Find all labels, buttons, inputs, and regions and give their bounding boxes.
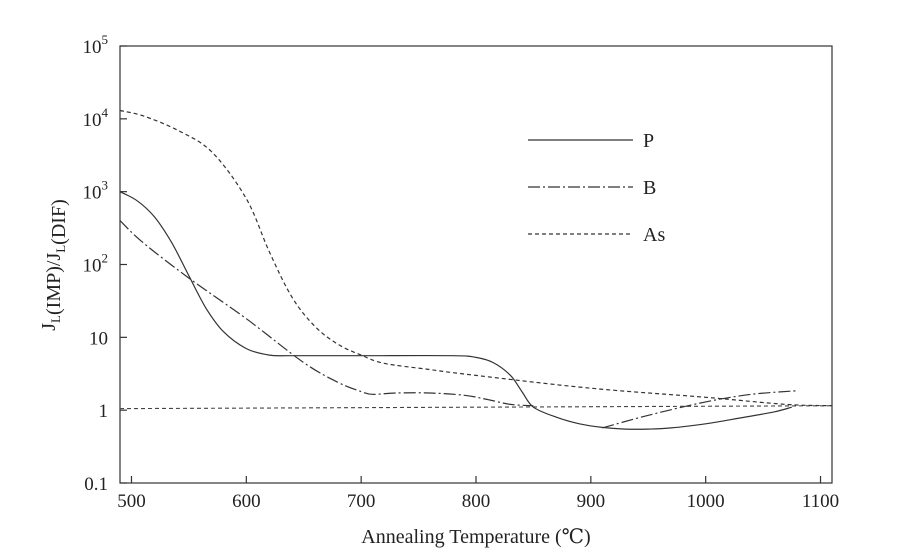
x-tick-label: 600 [232, 491, 261, 512]
x-tick-label: 1000 [687, 491, 725, 512]
plot-frame [119, 45, 833, 484]
x-tick-label: 500 [117, 491, 146, 512]
y-tick-label: 0.1 [84, 474, 108, 495]
legend: P B As [528, 130, 665, 246]
series-line-b-segment-2 [602, 390, 798, 429]
y-axis-ticks: 0.1 1 10 102 103 104 105 [83, 32, 127, 495]
series-line-as [119, 109, 833, 407]
x-tick-label: 700 [347, 491, 376, 512]
x-axis-title: Annealing Temperature (℃) [361, 526, 590, 548]
legend-label-b: B [643, 177, 656, 199]
y-tick-label: 104 [83, 105, 109, 131]
series-line-p [119, 191, 792, 430]
x-tick-label: 1100 [802, 491, 839, 512]
x-tick-label: 900 [577, 491, 606, 512]
y-tick-label: 10 [89, 328, 108, 349]
reference-line [119, 405, 833, 410]
series-layer [119, 109, 833, 430]
y-axis-title: JL(IMP)/JL(DIF) [38, 199, 70, 330]
legend-label-p: P [643, 130, 654, 152]
x-tick-label: 800 [462, 491, 491, 512]
series-line-b [119, 220, 534, 407]
y-tick-label: 102 [83, 251, 109, 277]
y-tick-label: 1 [99, 401, 109, 422]
y-tick-label: 103 [83, 178, 109, 204]
y-tick-label: 105 [83, 32, 109, 58]
legend-label-as: As [643, 224, 665, 246]
x-axis-ticks: 500 600 700 800 900 1000 1100 [117, 476, 839, 512]
